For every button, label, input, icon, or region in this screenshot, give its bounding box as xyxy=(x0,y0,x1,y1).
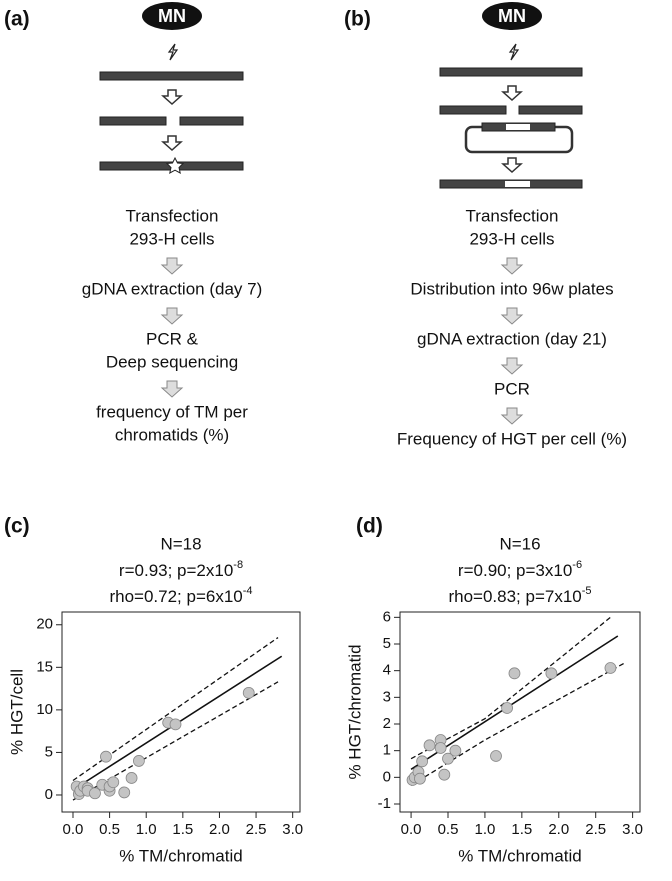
data-point xyxy=(501,702,513,714)
y-tick-label: 15 xyxy=(36,658,53,675)
step-arrow xyxy=(501,357,523,375)
step-text: PCR xyxy=(494,379,530,398)
x-tick-label: 0.0 xyxy=(401,821,422,838)
enzyme-label: MN xyxy=(498,6,526,26)
y-tick-label: 0 xyxy=(383,768,391,785)
panel-label: (a) xyxy=(4,8,30,31)
x-tick-label: 1.5 xyxy=(172,821,193,838)
data-point xyxy=(416,755,429,768)
enzyme-oval xyxy=(142,2,202,30)
y-tick-label: 5 xyxy=(45,743,53,760)
data-point xyxy=(449,744,462,757)
panel-label: (b) xyxy=(344,8,371,31)
y-tick-label: 10 xyxy=(36,701,53,718)
y-tick-label: 1 xyxy=(383,742,391,759)
data-point xyxy=(414,772,426,785)
data-point xyxy=(490,750,502,762)
data-point xyxy=(438,768,451,781)
step-arrow xyxy=(161,257,183,275)
step-arrow xyxy=(161,307,183,325)
data-point xyxy=(100,750,112,763)
x-tick-label: 1.0 xyxy=(136,821,157,838)
chart-subtitle: N=18 xyxy=(160,534,201,553)
step-text: Distribution into 96w plates xyxy=(410,279,613,298)
stat-text: rho=0.83; p=7x10 xyxy=(448,587,581,606)
data-point xyxy=(132,755,145,767)
stat-line: r=0.90; p=3x10-6 xyxy=(458,559,582,581)
data-point xyxy=(442,752,454,765)
y-tick-label: 3 xyxy=(383,688,391,705)
step-text: Frequency of HGT per cell (%) xyxy=(397,429,627,448)
step-text: 293-H cells xyxy=(469,229,554,248)
y-tick-label: 2 xyxy=(383,715,391,732)
stat-text: rho=0.72; p=6x10 xyxy=(109,587,242,606)
schematic-a xyxy=(99,43,244,174)
step-arrow xyxy=(161,380,183,398)
x-tick-label: 1.5 xyxy=(511,821,532,838)
stat-exponent: -5 xyxy=(582,585,592,597)
data-point xyxy=(508,667,521,680)
data-point xyxy=(125,772,138,784)
step-text: Transfection xyxy=(466,206,559,225)
step-arrow xyxy=(501,407,523,425)
step-text: Transfection xyxy=(126,206,219,225)
stat-exponent: -6 xyxy=(572,559,582,571)
x-axis-title: % TM/chromatid xyxy=(458,846,581,865)
plot-frame xyxy=(61,611,301,813)
schematic-b xyxy=(439,43,583,189)
stat-line: rho=0.72; p=6x10-4 xyxy=(109,585,252,607)
enzyme-oval xyxy=(482,2,542,30)
y-tick-label: 4 xyxy=(383,662,391,679)
data-point xyxy=(107,776,120,789)
step-text: 293-H cells xyxy=(129,229,214,248)
stat-exponent: -4 xyxy=(243,585,253,597)
step-text: chromatids (%) xyxy=(115,425,229,444)
step-text: frequency of TM per xyxy=(96,402,248,421)
stat-text: r=0.90; p=3x10 xyxy=(458,561,572,580)
x-tick-label: 0.5 xyxy=(99,821,120,838)
stat-line: rho=0.83; p=7x10-5 xyxy=(448,585,591,607)
data-point xyxy=(423,739,436,752)
x-axis-title: % TM/chromatid xyxy=(119,846,242,865)
y-tick-label: 0 xyxy=(45,786,53,803)
x-tick-label: 2.5 xyxy=(246,821,267,838)
step-text: gDNA extraction (day 7) xyxy=(82,279,262,298)
step-arrow xyxy=(501,257,523,275)
y-tick-label: 6 xyxy=(383,608,391,625)
stat-line: r=0.93; p=2x10-8 xyxy=(119,559,243,581)
x-tick-label: 3.0 xyxy=(282,821,303,838)
x-tick-label: 0.0 xyxy=(63,821,84,838)
data-point xyxy=(169,718,182,731)
x-tick-label: 2.0 xyxy=(209,821,230,838)
ci-line xyxy=(410,662,626,786)
y-tick-label: 5 xyxy=(383,635,391,652)
step-text: PCR & xyxy=(146,329,199,348)
stat-text: r=0.93; p=2x10 xyxy=(119,561,233,580)
step-arrow xyxy=(501,307,523,325)
y-tick-label: 20 xyxy=(36,616,53,633)
x-tick-label: 2.0 xyxy=(548,821,569,838)
x-tick-label: 2.5 xyxy=(585,821,606,838)
enzyme-label: MN xyxy=(158,6,186,26)
data-point xyxy=(242,686,255,699)
panel-label: (c) xyxy=(4,515,30,538)
data-point xyxy=(434,742,447,754)
x-tick-label: 1.0 xyxy=(474,821,495,838)
plot-frame xyxy=(399,611,641,813)
stat-exponent: -8 xyxy=(233,559,243,571)
data-point xyxy=(118,786,131,799)
y-tick-label: -1 xyxy=(378,795,391,812)
chart-subtitle: N=16 xyxy=(499,534,540,553)
step-text: gDNA extraction (day 21) xyxy=(417,329,607,348)
panel-label: (d) xyxy=(356,515,383,538)
x-tick-label: 3.0 xyxy=(622,821,643,838)
x-tick-label: 0.5 xyxy=(438,821,459,838)
data-point xyxy=(89,787,101,800)
data-point xyxy=(604,662,617,674)
step-text: Deep sequencing xyxy=(106,352,238,371)
y-axis-title: % HGT/chromatid xyxy=(345,644,364,779)
data-point xyxy=(545,667,558,680)
y-axis-title: % HGT/cell xyxy=(7,669,26,755)
